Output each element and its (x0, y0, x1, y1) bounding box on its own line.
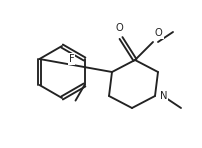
Text: O: O (115, 23, 122, 33)
Text: N: N (159, 91, 167, 101)
Text: O: O (154, 28, 162, 38)
Text: F: F (68, 54, 74, 64)
